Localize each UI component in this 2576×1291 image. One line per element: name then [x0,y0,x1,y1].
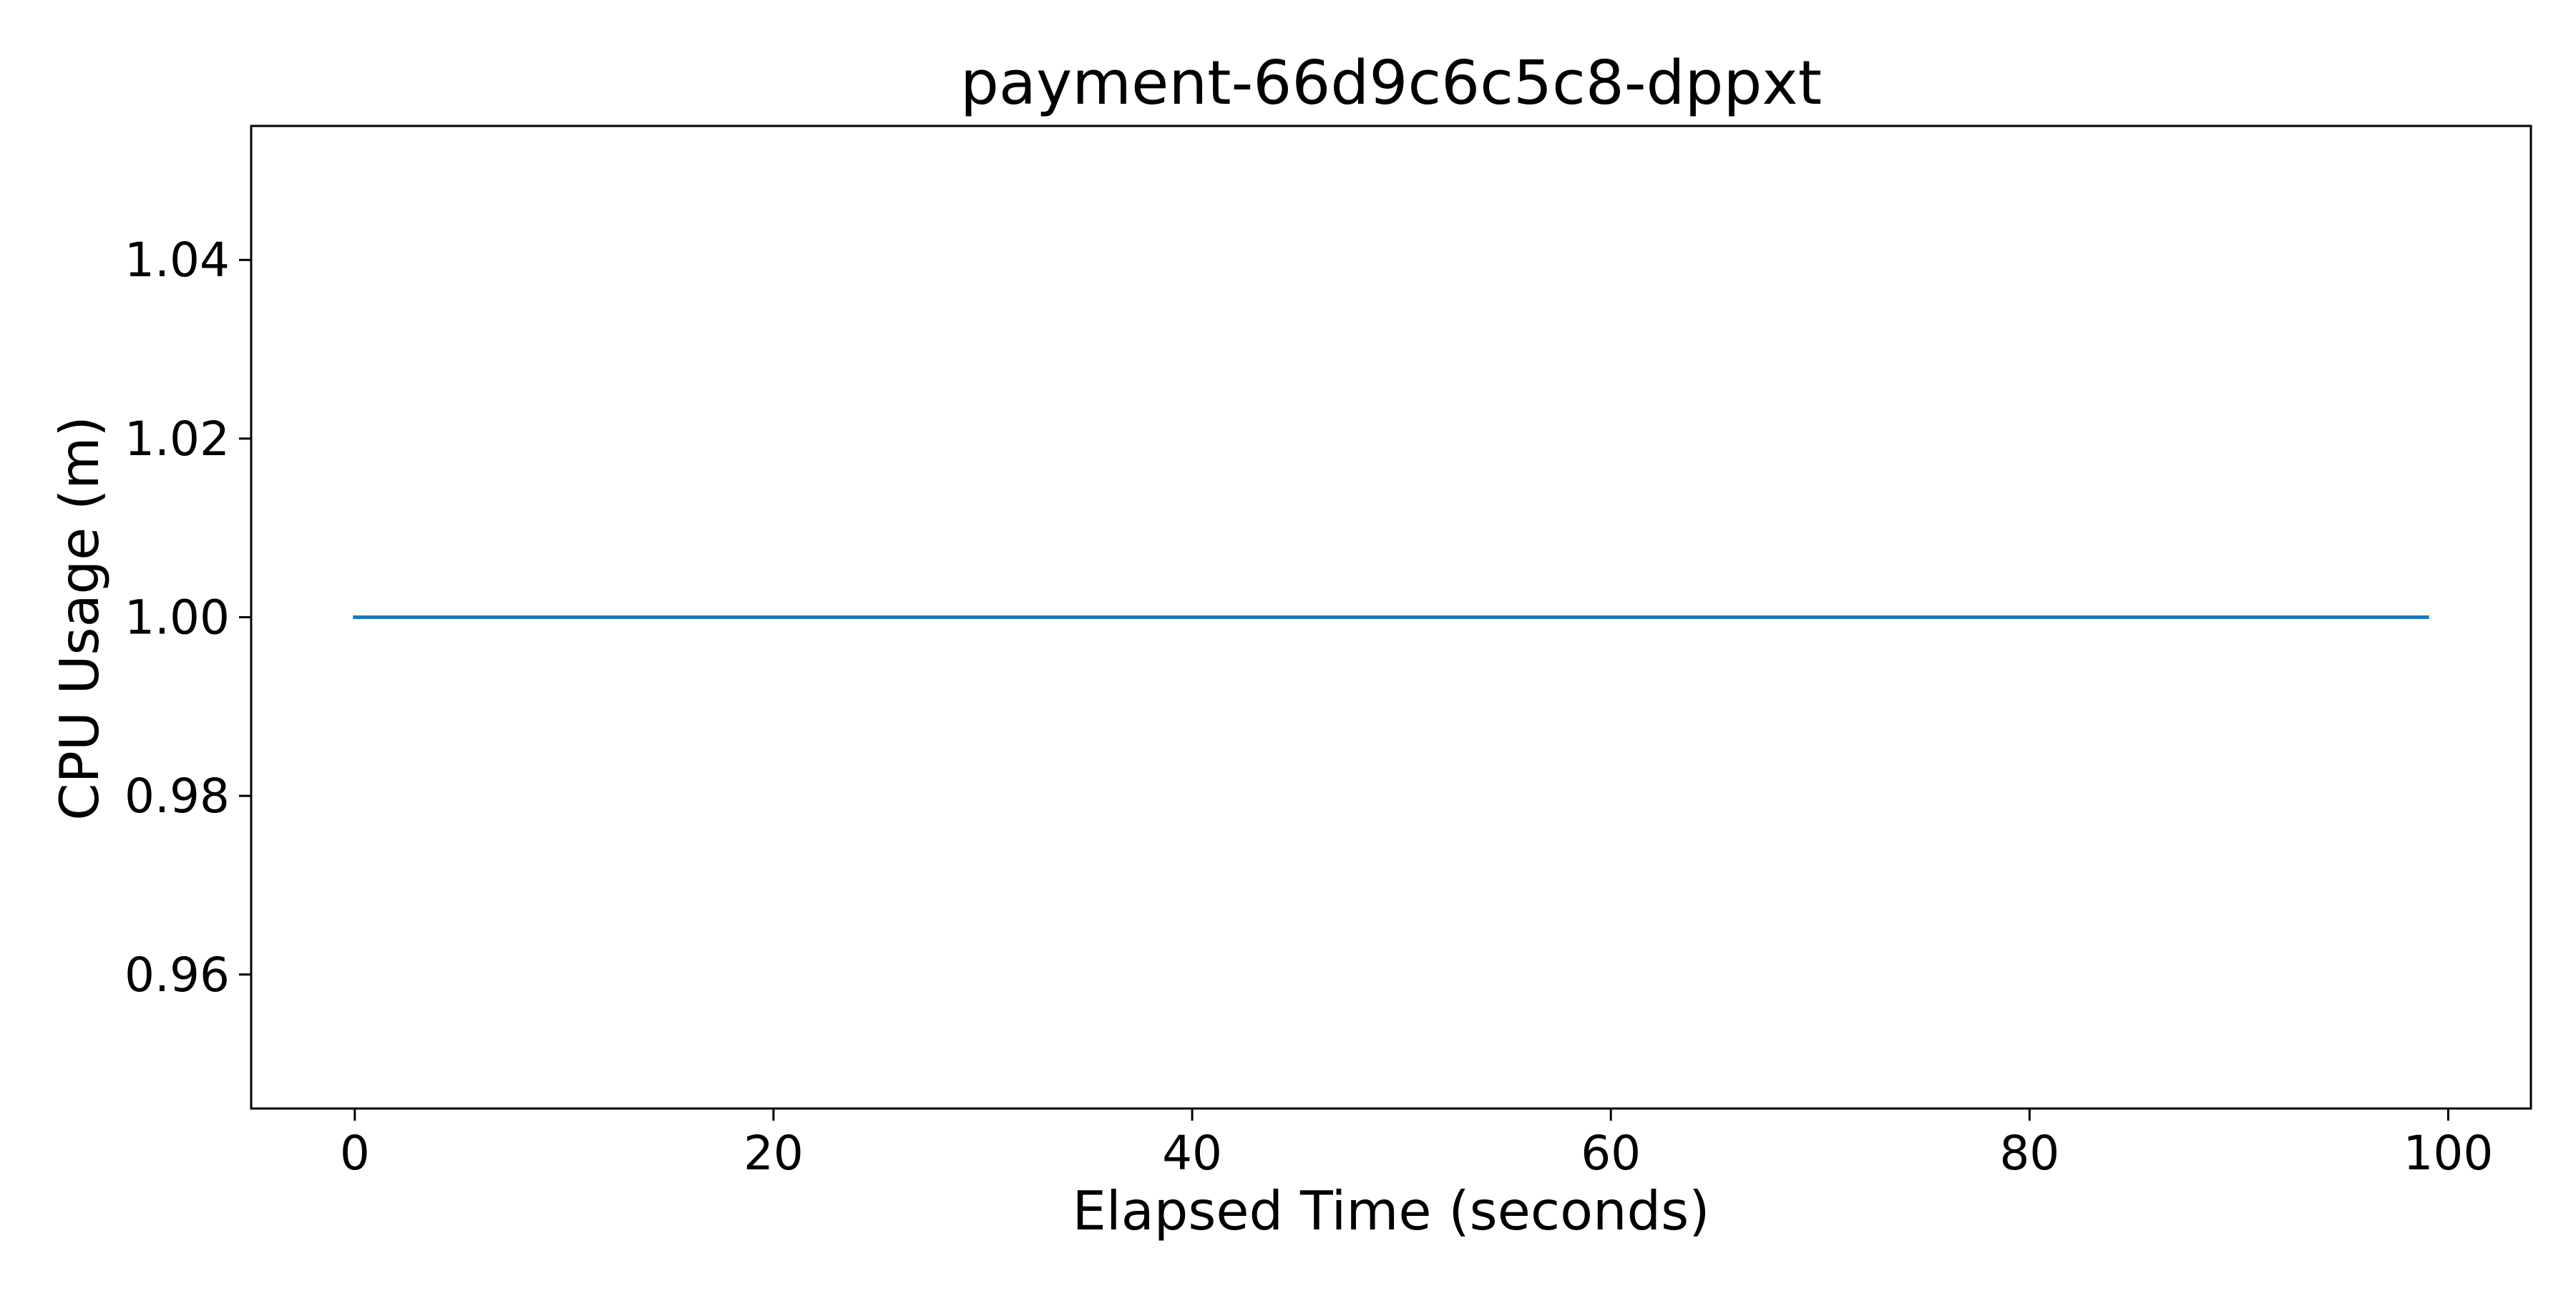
y-tick-label: 1.02 [125,411,230,467]
x-axis-label: Elapsed Time (seconds) [1073,1179,1710,1242]
y-tick-label: 1.00 [125,590,230,646]
plot-frame [250,125,2532,1110]
plot-area: 0 20 40 60 80 100 0.96 0.98 1.00 1.02 1.04 [125,125,2532,1181]
x-tick-label: 100 [2403,1126,2493,1181]
y-tick-label: 1.04 [125,233,230,288]
y-tick-label: 0.98 [125,769,230,824]
x-tick-label: 0 [340,1126,370,1181]
x-tick-label: 20 [743,1126,804,1181]
chart-title: payment-66d9c6c5c8-dppxt [960,48,1822,119]
y-tick-label: 0.96 [125,947,230,1003]
y-axis-label: CPU Usage (m) [48,416,111,820]
x-tick-label: 60 [1581,1126,1641,1181]
x-tick-label: 80 [1999,1126,2059,1181]
x-tick-label: 40 [1162,1126,1222,1181]
